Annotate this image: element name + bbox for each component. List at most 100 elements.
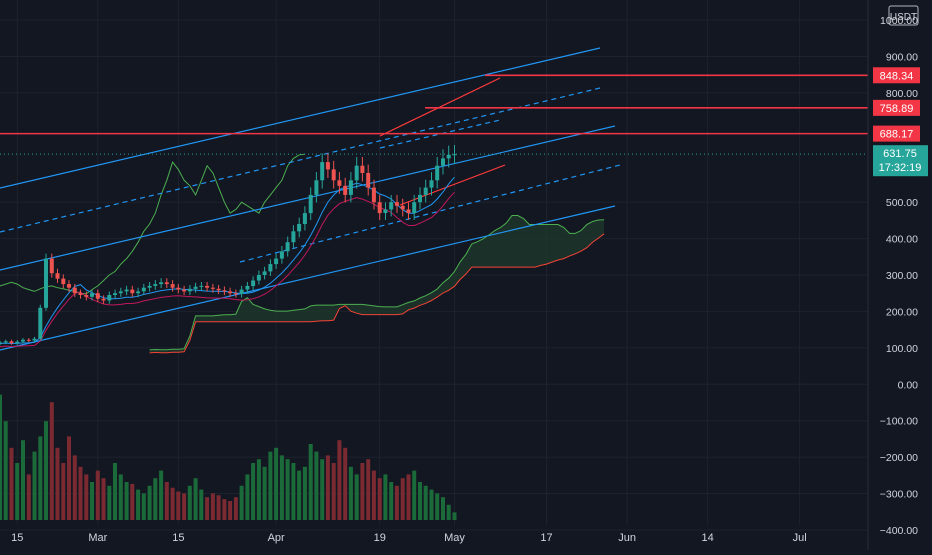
candle-body	[61, 278, 66, 285]
volume-bar	[325, 455, 330, 520]
candle-body	[394, 202, 399, 206]
candle-body	[55, 273, 60, 279]
price-tick-label: 500.00	[886, 197, 918, 209]
candle-body	[21, 339, 25, 342]
candle-body	[3, 341, 8, 343]
candle-body	[446, 154, 451, 159]
candle-body	[90, 293, 94, 297]
candle-body	[0, 342, 2, 344]
horizontal-levels[interactable]: 848.34 758.89 688.17	[0, 67, 920, 155]
price-tick-label: 0.00	[898, 379, 919, 391]
candle-body	[251, 280, 256, 286]
volume-bar	[394, 485, 399, 520]
candle-body	[423, 187, 428, 195]
currency-badge-frame	[888, 5, 919, 26]
candle-body	[84, 295, 89, 297]
time-axis[interactable]: 15 Mar 15 Apr 19 May 17 Jun 14 Jul	[11, 532, 807, 544]
price-tick-label: 400.00	[886, 234, 918, 246]
candle-body	[210, 287, 215, 289]
candle-body	[429, 180, 434, 188]
candle-body	[383, 209, 388, 213]
inner-channel-line	[379, 119, 501, 149]
price-labels: 631.75 17:32:19	[873, 145, 928, 177]
price-level-tag	[873, 99, 920, 116]
last-price-tag: 631.75 17:32:19	[873, 145, 928, 177]
candle-body	[32, 338, 37, 341]
candle-body	[136, 291, 141, 294]
volume-bar	[412, 470, 417, 520]
currency-badge[interactable]: USDT	[888, 5, 919, 26]
candle-body	[343, 185, 348, 195]
volume-bar	[136, 489, 141, 520]
volume-bar	[72, 455, 77, 520]
candle-body	[182, 289, 187, 292]
volume-bar	[130, 483, 135, 520]
price-tick-label: 200.00	[886, 306, 918, 318]
price-axis[interactable]: 1000.00 900.00 800.00 500.00 400.00 300.00 200…	[880, 15, 918, 537]
currency-label: USDT	[890, 12, 917, 23]
volume-bar	[216, 495, 221, 520]
volume-bar	[95, 470, 100, 520]
price-tick-label: 300.00	[886, 270, 918, 282]
candle-body	[308, 194, 313, 214]
volume-bar	[44, 421, 48, 520]
volume-bar	[233, 497, 238, 520]
candle-body	[285, 242, 290, 252]
candle-body	[216, 288, 221, 291]
volume-bar	[38, 436, 43, 520]
candle-body	[302, 213, 307, 224]
candle-body	[325, 162, 330, 170]
candle-body	[371, 187, 376, 203]
volume-bar	[389, 482, 394, 520]
volume-bar	[182, 493, 187, 520]
candle-body	[72, 287, 77, 294]
candle-body	[124, 289, 129, 292]
price-tick-label: 800.00	[886, 88, 918, 100]
candle-body	[9, 341, 14, 344]
volume-bar	[239, 485, 244, 520]
candle-body	[130, 289, 135, 294]
price-tick-label: −400.00	[880, 525, 918, 537]
volume-bar	[285, 459, 290, 520]
candle-body	[199, 285, 204, 287]
volume-bar	[164, 482, 169, 520]
candle-body	[228, 291, 233, 294]
volume-bar	[377, 478, 382, 520]
candle-body	[279, 251, 284, 259]
candle-body	[297, 224, 302, 232]
volume-bar	[348, 466, 353, 520]
time-tick-label: May	[444, 532, 465, 544]
candle-body	[354, 165, 359, 181]
candle-body	[118, 291, 123, 294]
volume-bar	[406, 474, 411, 520]
candle-body	[377, 202, 382, 214]
candle-body	[141, 287, 146, 292]
price-level-value: 758.89	[880, 103, 914, 115]
candle-body	[176, 287, 181, 290]
volume-bar	[302, 466, 307, 520]
conversion-line	[0, 176, 455, 345]
candle-body	[441, 158, 445, 166]
candle-body	[274, 258, 279, 265]
time-tick-label: 19	[374, 532, 386, 544]
volume-bar	[159, 470, 164, 520]
volume-bar	[15, 463, 20, 520]
candle-body	[78, 293, 83, 295]
candle-body	[337, 180, 342, 186]
candle-body	[291, 231, 296, 243]
volume-bar	[400, 478, 405, 520]
time-tick-label: 15	[11, 532, 23, 544]
volume-bar	[337, 440, 342, 520]
volume-bar	[118, 474, 123, 520]
volume-bar	[429, 489, 434, 520]
candle-body	[400, 205, 405, 210]
volume-bar	[124, 482, 129, 520]
candle-body	[348, 180, 353, 195]
price-tick-label: −300.00	[880, 489, 918, 501]
last-price-tag-bg	[873, 145, 928, 177]
volume-bar	[228, 501, 233, 520]
volume-bar	[435, 493, 440, 520]
volume-bar	[107, 485, 112, 520]
candle-body	[164, 282, 169, 285]
